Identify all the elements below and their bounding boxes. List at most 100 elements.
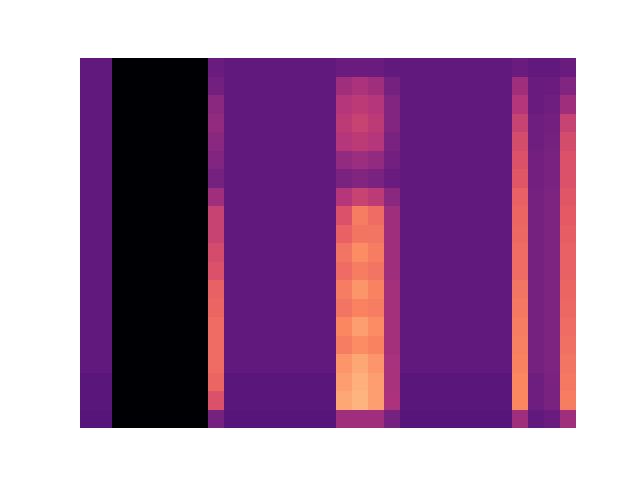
cell [272, 262, 289, 281]
cell [224, 132, 241, 151]
cell [336, 262, 353, 281]
cell [304, 299, 321, 318]
cell [192, 391, 209, 410]
cell [224, 410, 241, 429]
cell [352, 354, 369, 373]
cell [560, 95, 576, 114]
cell [560, 114, 576, 133]
spectrogram-chart [0, 0, 640, 480]
cell [496, 373, 513, 392]
cell [272, 77, 289, 96]
cell [144, 317, 161, 336]
cell [352, 151, 369, 170]
cell [448, 243, 465, 262]
cell [544, 114, 561, 133]
cell [288, 373, 305, 392]
cell [528, 391, 545, 410]
cell [464, 280, 481, 299]
cell [160, 299, 177, 318]
cell [528, 373, 545, 392]
cell [400, 317, 417, 336]
cell [192, 410, 209, 429]
cell [432, 151, 449, 170]
cell [384, 373, 401, 392]
cell [448, 95, 465, 114]
cell [560, 132, 576, 151]
cell [256, 206, 273, 225]
cell [240, 188, 257, 207]
cell [272, 95, 289, 114]
cell [240, 410, 257, 429]
cell [448, 58, 465, 77]
cell [512, 206, 529, 225]
cell [384, 188, 401, 207]
cell [480, 280, 497, 299]
cell [160, 336, 177, 355]
cell [320, 206, 337, 225]
cell [336, 169, 353, 188]
cell [320, 132, 337, 151]
cell [96, 317, 113, 336]
cell [224, 336, 241, 355]
cell [448, 373, 465, 392]
cell [528, 58, 545, 77]
cell [176, 114, 193, 133]
cell [352, 373, 369, 392]
cell [544, 391, 561, 410]
cell [368, 77, 385, 96]
cell [512, 262, 529, 281]
cell [224, 391, 241, 410]
cell [416, 354, 433, 373]
cell [560, 58, 576, 77]
cell [272, 354, 289, 373]
cell [240, 262, 257, 281]
cell [480, 373, 497, 392]
cell [192, 225, 209, 244]
cell [176, 132, 193, 151]
cell [256, 280, 273, 299]
cell [352, 336, 369, 355]
cell [288, 95, 305, 114]
cell [400, 280, 417, 299]
cell [96, 280, 113, 299]
cell [240, 132, 257, 151]
cell [336, 410, 353, 429]
cell [304, 280, 321, 299]
cell [352, 188, 369, 207]
cell [336, 299, 353, 318]
cell [368, 373, 385, 392]
cell [240, 77, 257, 96]
cell [480, 317, 497, 336]
cell [528, 77, 545, 96]
cell [544, 132, 561, 151]
cell [288, 132, 305, 151]
cell [512, 317, 529, 336]
cell [256, 188, 273, 207]
cell [256, 151, 273, 170]
cell [128, 132, 145, 151]
cell [256, 114, 273, 133]
cell [416, 299, 433, 318]
cell [384, 132, 401, 151]
cell [208, 391, 225, 410]
cell [480, 77, 497, 96]
cell [320, 317, 337, 336]
cell [448, 151, 465, 170]
cell [496, 280, 513, 299]
cell [384, 299, 401, 318]
cell [448, 262, 465, 281]
cell [544, 299, 561, 318]
cell [368, 58, 385, 77]
cell [176, 243, 193, 262]
cell [112, 280, 129, 299]
cell [208, 299, 225, 318]
cell [448, 336, 465, 355]
cell [208, 151, 225, 170]
cell [128, 114, 145, 133]
cell [272, 243, 289, 262]
cell [384, 58, 401, 77]
cell [176, 336, 193, 355]
cell [480, 299, 497, 318]
cell [96, 95, 113, 114]
cell [80, 373, 97, 392]
